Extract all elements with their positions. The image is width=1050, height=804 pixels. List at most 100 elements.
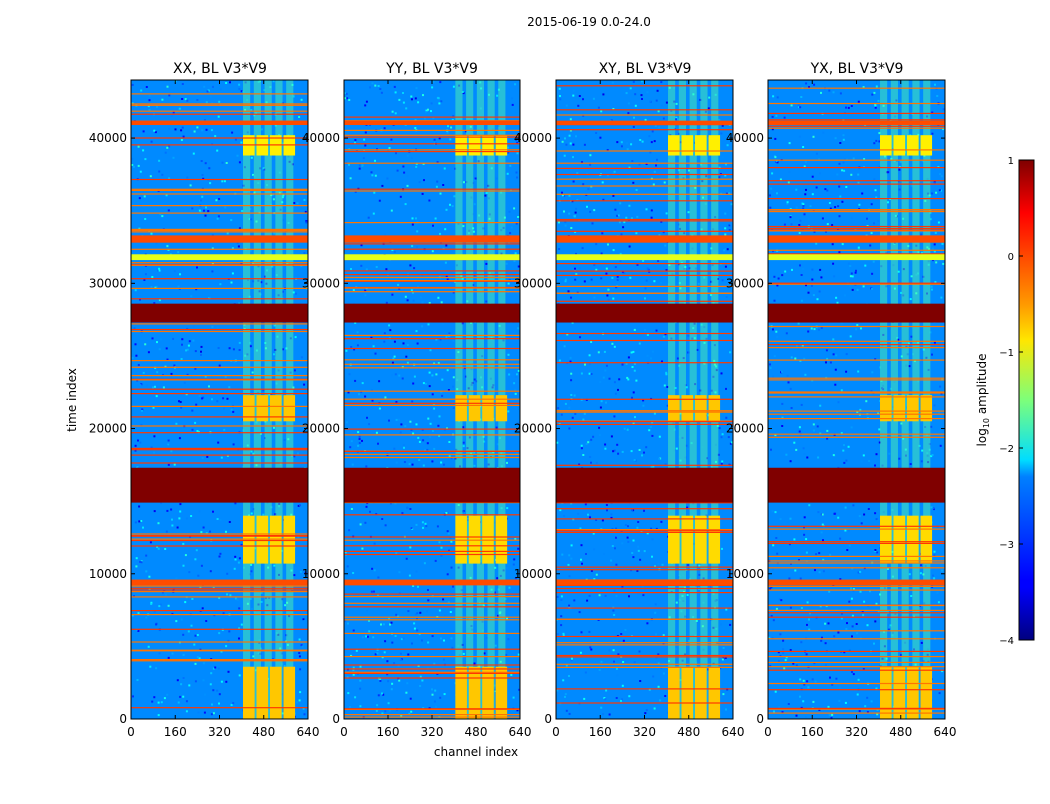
- noise-speck: [630, 217, 633, 220]
- noise-speck: [798, 224, 801, 226]
- noise-speck: [895, 99, 898, 102]
- noise-speck: [850, 587, 852, 590]
- noise-speck: [620, 233, 623, 236]
- flag-line: [768, 125, 945, 127]
- noise-speck: [250, 450, 253, 453]
- noise-speck: [718, 336, 720, 339]
- bright-block: [269, 395, 282, 422]
- noise-speck: [709, 294, 712, 297]
- bright-block: [893, 135, 906, 156]
- noise-speck: [674, 387, 677, 389]
- flag-line: [556, 508, 733, 510]
- noise-speck: [855, 349, 858, 352]
- noise-speck: [299, 691, 302, 694]
- noise-speck: [365, 635, 368, 638]
- noise-speck: [433, 362, 436, 365]
- noise-speck: [195, 403, 198, 406]
- y-tick-label: 0: [544, 712, 552, 726]
- noise-speck: [581, 161, 583, 164]
- noise-speck: [870, 390, 873, 392]
- noise-speck: [393, 340, 396, 343]
- flag-line: [344, 536, 520, 538]
- noise-speck: [225, 530, 227, 533]
- noise-speck: [411, 245, 414, 248]
- noise-speck: [673, 100, 676, 103]
- noise-speck: [632, 80, 635, 83]
- noise-speck: [648, 270, 651, 273]
- noise-speck: [409, 697, 412, 700]
- noise-speck: [365, 268, 368, 271]
- noise-speck: [905, 454, 907, 457]
- noise-speck: [863, 513, 866, 516]
- noise-speck: [144, 343, 147, 346]
- noise-speck: [676, 118, 679, 121]
- noise-speck: [209, 570, 212, 573]
- noise-speck: [775, 330, 778, 333]
- noise-speck: [158, 159, 161, 162]
- noise-speck: [457, 644, 460, 647]
- noise-speck: [657, 662, 660, 665]
- x-tick-label: 320: [633, 725, 656, 739]
- noise-speck: [871, 93, 874, 96]
- noise-speck: [729, 442, 732, 445]
- noise-speck: [219, 552, 222, 555]
- noise-speck: [841, 612, 843, 615]
- bright-block: [708, 515, 721, 564]
- noise-speck: [190, 295, 193, 298]
- noise-speck: [687, 448, 690, 450]
- noise-speck: [499, 660, 502, 663]
- noise-speck: [277, 369, 280, 372]
- noise-speck: [787, 181, 790, 184]
- noise-speck: [768, 429, 771, 432]
- noise-speck: [926, 454, 929, 457]
- noise-speck: [424, 382, 427, 385]
- noise-speck: [730, 203, 733, 206]
- noise-speck: [897, 338, 900, 341]
- noise-speck: [175, 577, 178, 580]
- flag-line: [131, 393, 308, 395]
- noise-speck: [223, 428, 226, 431]
- noise-speck: [346, 97, 349, 100]
- noise-speck: [278, 505, 281, 508]
- noise-speck: [462, 92, 465, 95]
- noise-speck: [589, 163, 592, 166]
- x-tick-label: 320: [421, 725, 444, 739]
- noise-speck: [775, 537, 778, 539]
- noise-speck: [452, 339, 455, 342]
- noise-speck: [602, 713, 605, 716]
- flag-line: [131, 660, 308, 662]
- noise-speck: [405, 691, 408, 694]
- noise-speck: [770, 448, 772, 451]
- flag-line: [344, 450, 520, 452]
- noise-speck: [372, 636, 375, 639]
- noise-speck: [165, 593, 167, 596]
- noise-speck: [891, 634, 894, 637]
- noise-speck: [244, 354, 247, 357]
- noise-speck: [802, 700, 805, 703]
- noise-speck: [200, 199, 203, 202]
- noise-speck: [391, 374, 394, 377]
- noise-speck: [203, 711, 206, 714]
- noise-speck: [291, 163, 294, 166]
- noise-speck: [894, 214, 897, 217]
- noise-speck: [500, 229, 503, 232]
- noise-speck: [843, 169, 846, 172]
- noise-speck: [374, 352, 377, 355]
- noise-speck: [603, 350, 606, 353]
- noise-speck: [851, 671, 853, 673]
- noise-speck: [493, 688, 496, 691]
- noise-speck: [692, 616, 695, 619]
- noise-speck: [626, 376, 629, 379]
- noise-speck: [255, 464, 258, 467]
- noise-speck: [713, 183, 716, 186]
- noise-speck: [449, 611, 452, 613]
- noise-speck: [187, 344, 190, 347]
- noise-speck: [445, 244, 448, 247]
- noise-speck: [815, 242, 818, 245]
- flag-line: [768, 198, 945, 200]
- noise-speck: [925, 356, 928, 359]
- noise-speck: [194, 421, 197, 424]
- noise-speck: [514, 392, 517, 395]
- noise-speck: [393, 447, 396, 450]
- noise-speck: [444, 228, 447, 231]
